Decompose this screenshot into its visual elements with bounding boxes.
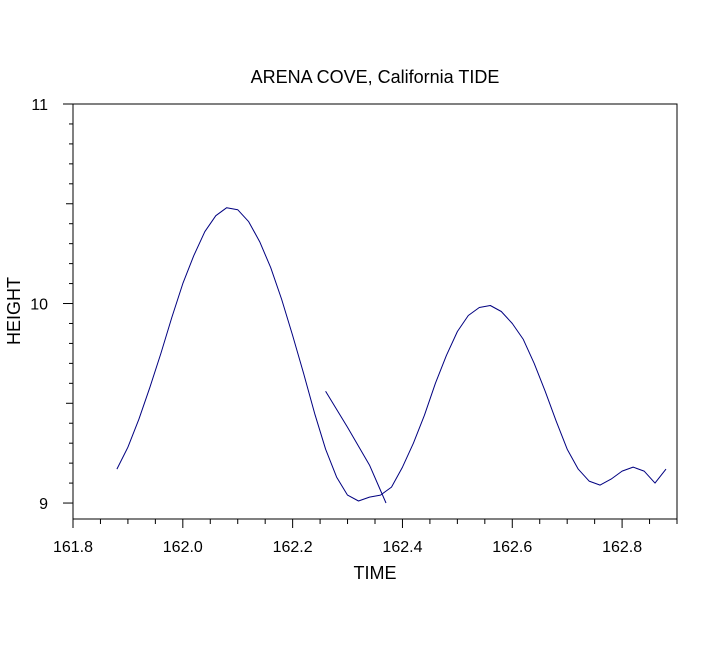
series-layer <box>116 207 667 504</box>
y-axis-label: HEIGHT <box>4 277 24 345</box>
x-tick-label: 162.4 <box>382 539 422 556</box>
chart-title: ARENA COVE, California TIDE <box>251 67 500 87</box>
x-tick-label: 161.8 <box>53 539 93 556</box>
x-axis-label: TIME <box>354 563 397 583</box>
y-axis: 9 10 11 <box>30 97 73 513</box>
series-line-2 <box>325 391 387 504</box>
y-tick-label: 11 <box>31 97 48 114</box>
y-tick-label: 10 <box>30 297 48 314</box>
x-tick-label: 162.8 <box>602 539 642 556</box>
y-tick-label: 9 <box>39 496 48 513</box>
x-tick-label: 162.2 <box>273 539 313 556</box>
series-line-1 <box>116 207 667 502</box>
x-tick-label: 162.6 <box>492 539 532 556</box>
x-axis: 161.8 162.0 162.2 162.4 162.6 162.8 <box>53 519 678 556</box>
x-tick-label: 162.0 <box>163 539 203 556</box>
